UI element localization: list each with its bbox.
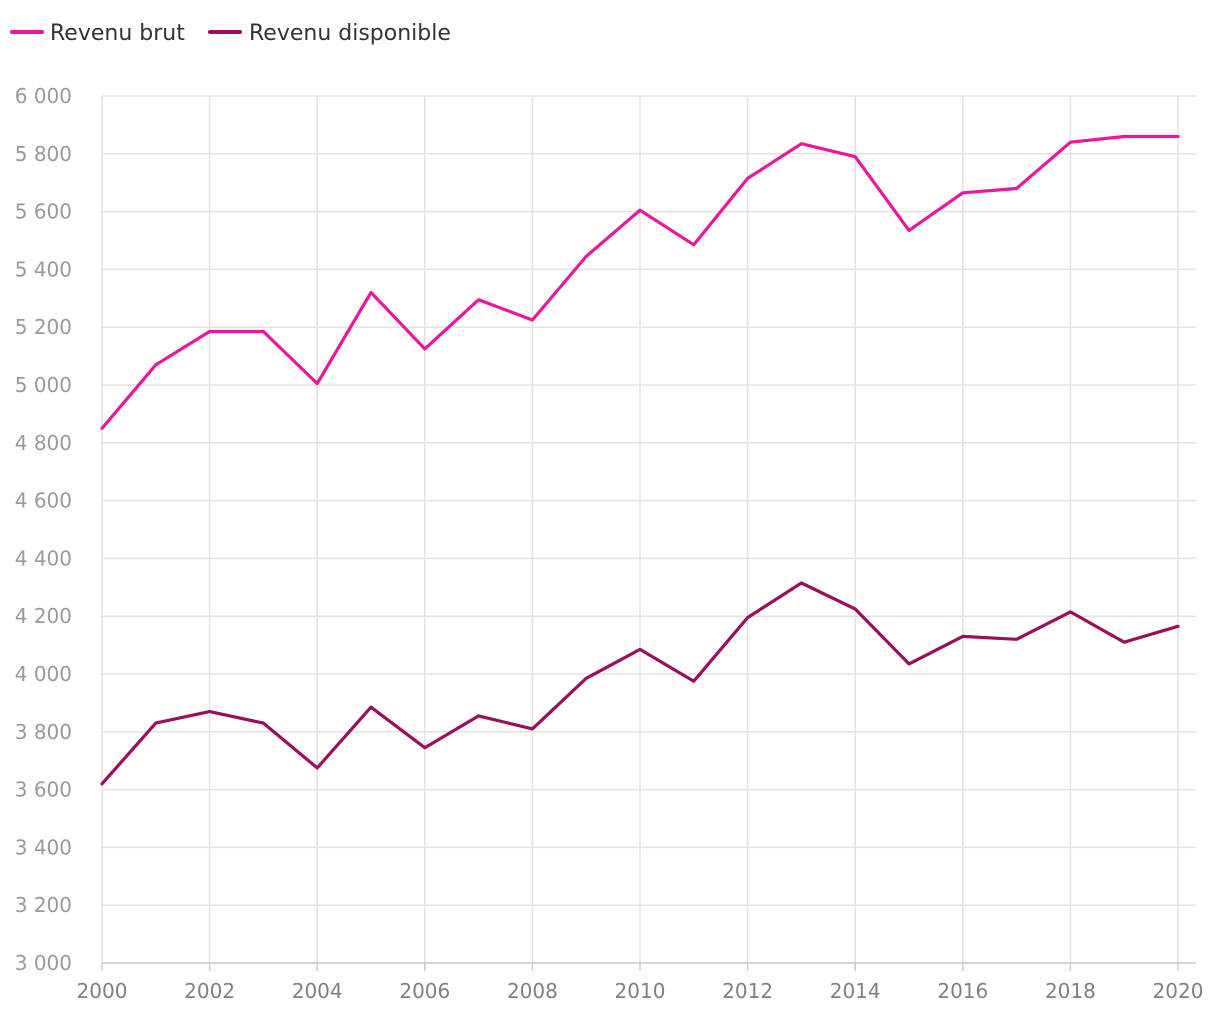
y-tick-label: 3 800	[15, 720, 72, 744]
y-tick-label: 4 000	[15, 662, 72, 686]
legend-label: Revenu brut	[50, 21, 185, 46]
legend-item-revenu-brut[interactable]: Revenu brut	[10, 21, 185, 46]
x-tick-label: 2014	[830, 979, 881, 1003]
y-tick-label: 5 400	[15, 257, 72, 281]
y-tick-label: 3 400	[15, 835, 72, 859]
x-axis: 2000 2002 2004 2006 2008 2010 2012 2014 2016 2018…	[77, 962, 1204, 1003]
x-tick-label: 2008	[507, 979, 558, 1003]
x-tick-label: 2012	[722, 979, 773, 1003]
y-tick-label: 5 800	[15, 142, 72, 166]
series-line-revenu-brut	[100, 134, 1180, 430]
x-tick-label: 2016	[937, 979, 988, 1003]
y-tick-label: 5 000	[15, 373, 72, 397]
x-tick-label: 2000	[77, 979, 128, 1003]
x-tick-label: 2018	[1045, 979, 1096, 1003]
y-axis: 3 000 3 200 3 400 3 600 3 800 4 000 4 200 4 400…	[15, 84, 72, 975]
y-tick-label: 3 000	[15, 951, 72, 975]
legend-label: Revenu disponible	[249, 21, 451, 46]
y-tick-label: 5 200	[15, 315, 72, 339]
x-tick-label: 2020	[1153, 979, 1204, 1003]
grid	[101, 95, 1196, 964]
y-tick-label: 3 200	[15, 893, 72, 917]
y-tick-label: 4 800	[15, 431, 72, 455]
x-tick-label: 2006	[399, 979, 450, 1003]
legend: Revenu brut Revenu disponible	[10, 21, 451, 46]
series-line-revenu-disponible	[100, 581, 1180, 786]
y-tick-label: 3 600	[15, 778, 72, 802]
y-tick-label: 5 600	[15, 200, 72, 224]
x-tick-label: 2004	[292, 979, 343, 1003]
legend-item-revenu-disponible[interactable]: Revenu disponible	[208, 21, 451, 46]
x-tick-label: 2010	[615, 979, 666, 1003]
x-tick-label: 2002	[184, 979, 235, 1003]
y-tick-label: 6 000	[15, 84, 72, 108]
y-tick-label: 4 200	[15, 604, 72, 628]
plot-area	[100, 134, 1180, 786]
y-tick-label: 4 600	[15, 489, 72, 513]
y-tick-label: 4 400	[15, 546, 72, 570]
